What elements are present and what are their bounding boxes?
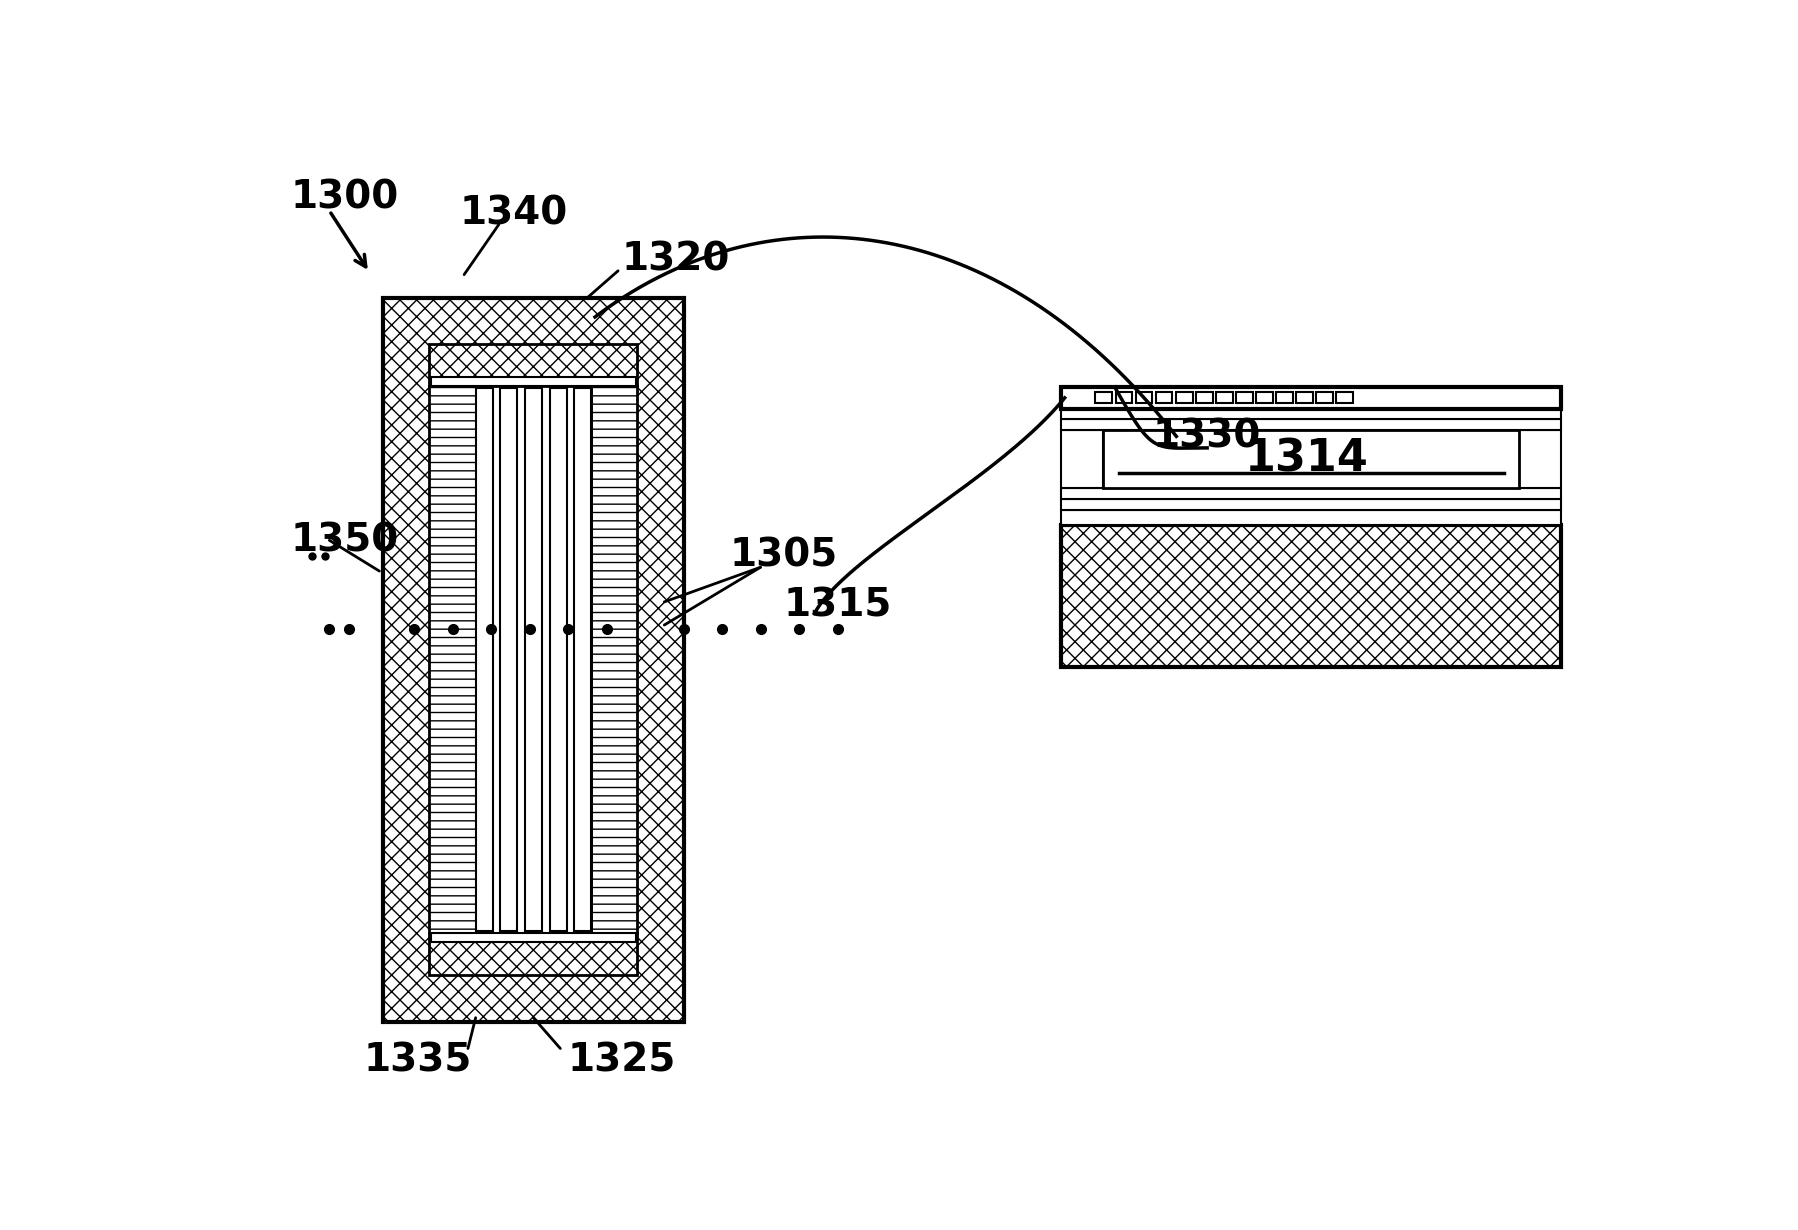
Text: 1325: 1325 xyxy=(568,1041,676,1079)
Bar xyxy=(1095,392,1113,403)
Bar xyxy=(500,387,518,931)
Bar xyxy=(1316,392,1332,403)
Bar xyxy=(1061,488,1561,498)
Bar xyxy=(1061,387,1561,408)
Text: 1335: 1335 xyxy=(363,1041,471,1079)
Text: 1315: 1315 xyxy=(784,587,892,625)
Text: 1330: 1330 xyxy=(1153,417,1262,455)
Bar xyxy=(1176,392,1192,403)
Bar xyxy=(1235,392,1253,403)
Text: 1305: 1305 xyxy=(730,536,838,574)
Bar xyxy=(430,386,476,934)
Bar xyxy=(430,934,636,975)
Bar xyxy=(1275,392,1293,403)
Bar xyxy=(1519,430,1561,488)
Bar xyxy=(1061,419,1561,430)
Bar xyxy=(1061,430,1104,488)
Bar xyxy=(1296,392,1313,403)
Bar xyxy=(550,387,566,931)
Text: 1300: 1300 xyxy=(291,178,399,216)
Bar xyxy=(1104,430,1519,488)
Bar xyxy=(476,387,493,931)
Bar xyxy=(592,386,636,934)
Bar xyxy=(1336,392,1352,403)
Text: 1340: 1340 xyxy=(460,194,568,232)
Bar xyxy=(574,387,592,931)
Bar xyxy=(1196,392,1212,403)
Bar xyxy=(1061,509,1561,525)
Text: 1350: 1350 xyxy=(291,522,399,560)
Bar xyxy=(1255,392,1273,403)
Bar xyxy=(1136,392,1153,403)
Bar xyxy=(1061,408,1561,419)
Text: 1320: 1320 xyxy=(622,240,730,278)
Bar xyxy=(1115,392,1133,403)
Text: 1314: 1314 xyxy=(1246,438,1370,481)
Bar xyxy=(1156,392,1172,403)
Bar xyxy=(1061,525,1561,668)
Bar xyxy=(1215,392,1233,403)
Bar xyxy=(432,934,636,942)
Bar xyxy=(476,386,592,934)
Bar xyxy=(383,298,683,1022)
Bar xyxy=(525,387,541,931)
Bar xyxy=(432,378,636,386)
Bar xyxy=(430,344,636,386)
Bar xyxy=(1061,498,1561,509)
